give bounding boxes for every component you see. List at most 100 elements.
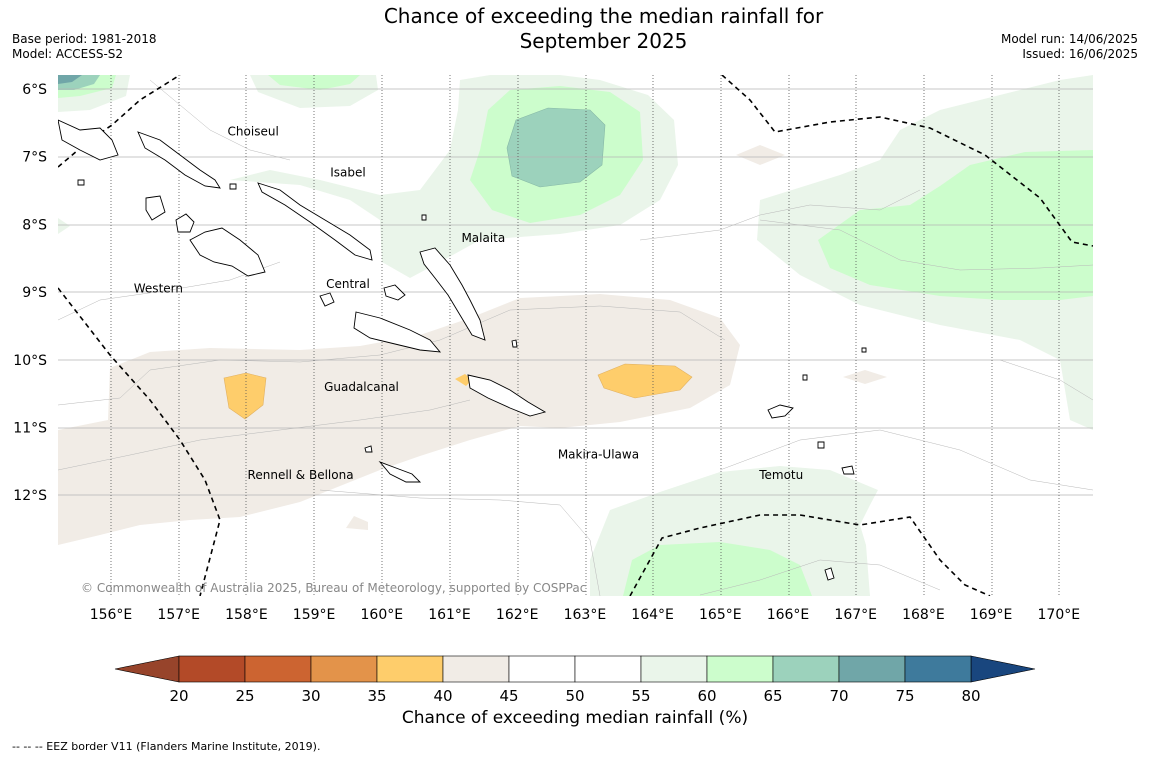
lon-label: 167°E xyxy=(834,607,877,623)
lon-label: 159°E xyxy=(293,607,336,623)
colorbar-tick-label: 45 xyxy=(499,687,518,705)
contour-35-40-central xyxy=(597,363,693,399)
island-ulawa xyxy=(511,339,518,348)
lon-label: 162°E xyxy=(496,607,539,623)
contour-60-65-northwest xyxy=(268,75,360,90)
island-makira xyxy=(467,374,547,417)
lat-label: 9°S xyxy=(22,285,47,301)
colorbar-tick-label: 20 xyxy=(169,687,188,705)
colorbar: 20 25 30 35 40 45 50 55 60 65 70 75 80 xyxy=(114,655,1036,705)
contour-40-45-south xyxy=(58,294,740,545)
province-label: Rennell & Bellona xyxy=(248,468,354,482)
lon-label: 169°E xyxy=(970,607,1013,623)
colorbar-under-arrow xyxy=(114,655,180,683)
colorbar-tick-label: 25 xyxy=(235,687,254,705)
island-choiseul xyxy=(137,131,221,189)
lat-label: 11°S xyxy=(13,421,47,437)
colorbar-swatch xyxy=(376,655,444,683)
colorbar-tick-label: 40 xyxy=(433,687,452,705)
province-label: Choiseul xyxy=(228,125,279,139)
colorbar-swatch xyxy=(508,655,576,683)
model-run: Model run: 14/06/2025 xyxy=(1000,32,1138,46)
map-title: Chance of exceeding the median rainfall … xyxy=(0,4,1150,54)
lon-label: 160°E xyxy=(361,607,404,623)
contour-70-75-corner xyxy=(58,75,82,84)
colorbar-tick-label: 75 xyxy=(895,687,914,705)
contour-60-65-south xyxy=(623,542,812,596)
lon-label: 156°E xyxy=(90,607,133,623)
island-isabel xyxy=(257,182,373,261)
contour-35-40-small xyxy=(455,374,472,386)
colorbar-tick-label: 70 xyxy=(829,687,848,705)
contour-65-70-north xyxy=(506,107,606,188)
colorbar-swatch xyxy=(442,655,510,683)
colorbar-swatch xyxy=(772,655,840,683)
map-panel: Choiseul Isabel Malaita Western Central Guada… xyxy=(58,75,1093,596)
base-period: Base period: 1981-2018 xyxy=(12,32,157,46)
lon-label: 168°E xyxy=(902,607,945,623)
lon-label: 164°E xyxy=(631,607,674,623)
eez-footer-note: -- -- -- EEZ border V11 (Flanders Marine… xyxy=(12,740,321,753)
island-small-5 xyxy=(229,183,237,190)
province-label: Malaita xyxy=(461,231,505,245)
colorbar-tick-label: 50 xyxy=(565,687,584,705)
title-line-1: Chance of exceeding the median rainfall … xyxy=(383,4,824,28)
lat-label: 12°S xyxy=(13,488,47,504)
copyright-notice: © Commonwealth of Australia 2025, Bureau… xyxy=(81,581,586,595)
colorbar-tick-label: 65 xyxy=(763,687,782,705)
colorbar-swatch xyxy=(838,655,906,683)
lat-label: 6°S xyxy=(22,82,47,98)
colorbar-swatch xyxy=(310,655,378,683)
coastlines xyxy=(58,119,867,581)
colorbar-swatch xyxy=(904,655,972,683)
island-bellona xyxy=(364,445,373,453)
contour-40-45-patch-east xyxy=(843,370,887,384)
lat-label: 10°S xyxy=(13,353,47,369)
eez-border-west xyxy=(58,287,221,596)
island-utupua xyxy=(841,465,855,475)
lon-label: 165°E xyxy=(699,607,742,623)
island-bougainville xyxy=(58,119,119,161)
lon-label: 163°E xyxy=(564,607,607,623)
title-line-2: September 2025 xyxy=(519,29,688,53)
colorbar-over-arrow xyxy=(970,655,1036,683)
island-malaita xyxy=(419,247,486,341)
colorbar-tick-label: 35 xyxy=(367,687,386,705)
island-kolombangara xyxy=(175,213,195,233)
colorbar-tick-label: 30 xyxy=(301,687,320,705)
contour-40-45-patch-north xyxy=(736,145,785,165)
contour-lines xyxy=(58,79,1093,596)
lat-label: 8°S xyxy=(22,217,47,233)
lon-label: 157°E xyxy=(157,607,200,623)
issued-date: Issued: 16/06/2025 xyxy=(1022,47,1138,61)
longitude-axis-labels: 156°E 157°E 158°E 159°E 160°E 161°E 162°E 163°E… xyxy=(90,607,1080,623)
colorbar-tick-label: 80 xyxy=(961,687,980,705)
lat-label: 7°S xyxy=(22,150,47,166)
island-guadalcanal xyxy=(353,311,442,353)
island-florida xyxy=(383,284,406,301)
island-small-2 xyxy=(861,347,867,353)
contour-40-45-patch-south xyxy=(346,516,368,530)
colorbar-tick-label: 55 xyxy=(631,687,650,705)
lon-label: 166°E xyxy=(767,607,810,623)
meta-right: Model run: 14/06/2025 Issued: 16/06/2025 xyxy=(1001,32,1138,62)
island-small-4 xyxy=(421,214,427,221)
colorbar-swatch xyxy=(574,655,642,683)
lon-label: 170°E xyxy=(1038,607,1081,623)
province-label: Western xyxy=(134,282,183,296)
colorbar-title: Chance of exceeding median rainfall (%) xyxy=(401,708,749,728)
province-labels: Choiseul Isabel Malaita Western Central Guada… xyxy=(134,125,803,482)
colorbar-swatch xyxy=(706,655,774,683)
lon-label: 161°E xyxy=(428,607,471,623)
island-vella-lavella xyxy=(145,195,166,221)
latitude-axis-labels: 6°S 7°S 8°S 9°S 10°S 11°S 12°S xyxy=(13,82,47,504)
colorbar-tick-label: 60 xyxy=(697,687,716,705)
colorbar-swatch xyxy=(640,655,708,683)
island-small-3 xyxy=(77,179,85,186)
colorbar-swatch xyxy=(178,655,246,683)
province-label: Makira-Ulawa xyxy=(558,448,639,462)
contour-55-60-west-edge xyxy=(58,218,70,234)
latitude-gridlines xyxy=(58,88,1093,496)
province-label: Guadalcanal xyxy=(324,380,399,394)
